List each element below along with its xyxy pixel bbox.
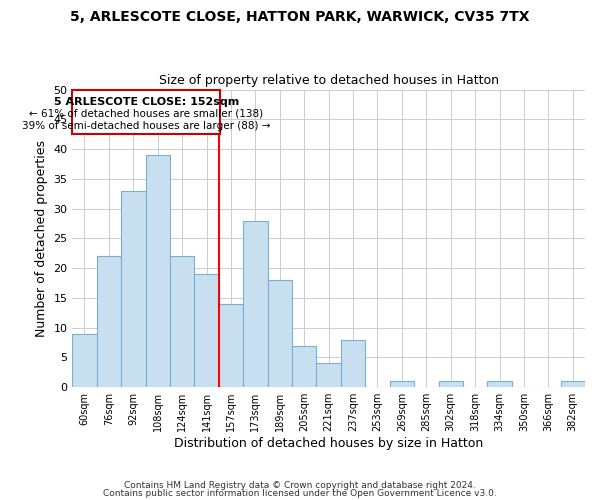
Bar [146, 155, 170, 387]
Bar [97, 256, 121, 387]
Bar [170, 256, 194, 387]
Bar [219, 304, 243, 387]
Text: 5 ARLESCOTE CLOSE: 152sqm: 5 ARLESCOTE CLOSE: 152sqm [53, 96, 239, 106]
Bar [389, 382, 414, 387]
Bar [316, 364, 341, 387]
Text: 39% of semi-detached houses are larger (88) →: 39% of semi-detached houses are larger (… [22, 120, 271, 130]
Bar [341, 340, 365, 387]
Y-axis label: Number of detached properties: Number of detached properties [35, 140, 48, 337]
Text: Contains public sector information licensed under the Open Government Licence v3: Contains public sector information licen… [103, 488, 497, 498]
Bar [439, 382, 463, 387]
Bar [121, 191, 146, 387]
Text: ← 61% of detached houses are smaller (138): ← 61% of detached houses are smaller (13… [29, 108, 263, 118]
Bar [194, 274, 219, 387]
Text: 5, ARLESCOTE CLOSE, HATTON PARK, WARWICK, CV35 7TX: 5, ARLESCOTE CLOSE, HATTON PARK, WARWICK… [70, 10, 530, 24]
Title: Size of property relative to detached houses in Hatton: Size of property relative to detached ho… [158, 74, 499, 87]
Bar [243, 220, 268, 387]
Bar [72, 334, 97, 387]
Bar [560, 382, 585, 387]
Bar [292, 346, 316, 387]
Bar [268, 280, 292, 387]
Bar [72, 90, 220, 134]
X-axis label: Distribution of detached houses by size in Hatton: Distribution of detached houses by size … [174, 437, 483, 450]
Text: Contains HM Land Registry data © Crown copyright and database right 2024.: Contains HM Land Registry data © Crown c… [124, 481, 476, 490]
Bar [487, 382, 512, 387]
